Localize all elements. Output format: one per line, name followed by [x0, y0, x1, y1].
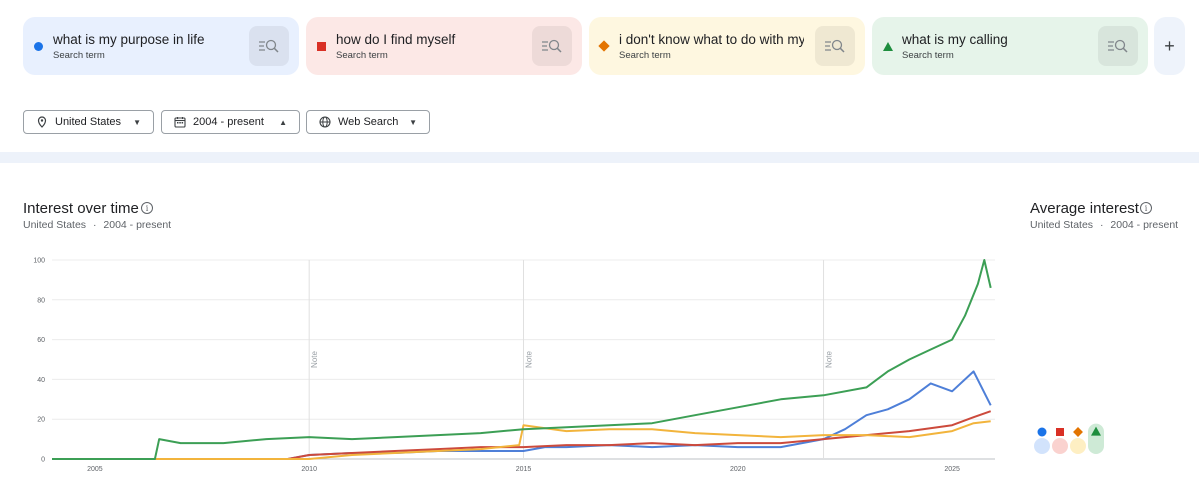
explore-search-icon[interactable]	[249, 26, 289, 66]
series-marker-diamond-icon	[598, 40, 610, 52]
search-term-text[interactable]: what is my calling	[902, 32, 1008, 47]
note-label: Note	[525, 351, 534, 368]
explore-search-icon[interactable]	[1098, 26, 1138, 66]
info-icon[interactable]: i	[141, 202, 153, 214]
search-term-type: Search term	[902, 50, 954, 61]
y-tick-label: 100	[33, 258, 45, 265]
chevron-down-icon: ▼	[409, 117, 417, 127]
search-terms-bar: what is my purpose in life Search term h…	[23, 17, 1185, 75]
average-marker-circle-icon	[1037, 427, 1047, 437]
search-property-filter-label: Web Search	[338, 116, 399, 128]
time-range-filter-label: 2004 - present	[193, 116, 264, 128]
region-filter-dropdown[interactable]: United States ▼	[23, 110, 154, 134]
average-marker-diamond-icon	[1073, 427, 1083, 437]
x-tick-label: 2020	[730, 466, 746, 473]
series-marker-circle-icon	[34, 42, 43, 51]
average-bar	[1070, 438, 1086, 454]
chevron-up-icon: ▲	[279, 117, 287, 127]
series-marker-square-icon	[317, 42, 326, 51]
subtitle-time: 2004 - present	[103, 219, 172, 231]
location-pin-icon	[36, 116, 48, 128]
search-term-type: Search term	[53, 50, 105, 61]
interest-over-time-chart[interactable]: 100 80 60 40 20 0 Note Note Note 2005 2010 2015 2020…	[0, 245, 1010, 485]
subtitle-time: 2004 - present	[1110, 219, 1179, 231]
average-bar	[1034, 438, 1050, 454]
y-tick-label: 60	[37, 337, 45, 344]
average-interest-chart	[1034, 423, 1104, 454]
search-property-filter-dropdown[interactable]: Web Search ▼	[306, 110, 430, 134]
explore-search-icon[interactable]	[815, 26, 855, 66]
subtitle-separator: ·	[1099, 219, 1104, 231]
info-icon[interactable]: i	[1140, 202, 1152, 214]
note-label: Note	[310, 351, 319, 368]
series-line-4	[52, 259, 992, 460]
average-interest-title: Average interest	[1030, 200, 1139, 217]
x-tick-label: 2025	[944, 466, 960, 473]
search-term-card-4[interactable]: what is my calling Search term	[872, 17, 1148, 75]
x-tick-label: 2015	[516, 466, 532, 473]
search-term-text[interactable]: i don't know what to do with my life	[619, 32, 804, 47]
time-range-filter-dropdown[interactable]: 2004 - present ▲	[161, 110, 300, 134]
average-marker-triangle-icon	[1091, 426, 1101, 436]
subtitle-separator: ·	[92, 219, 97, 231]
series-line-2	[52, 410, 992, 460]
y-tick-label: 20	[37, 417, 45, 424]
search-term-text[interactable]: how do I find myself	[336, 32, 456, 47]
x-tick-label: 2010	[301, 466, 317, 473]
y-tick-label: 80	[37, 297, 45, 304]
interest-over-time-subtitle: United States · 2004 - present	[23, 219, 171, 231]
y-tick-label: 0	[41, 457, 45, 464]
y-tick-label: 40	[37, 377, 45, 384]
search-term-card-1[interactable]: what is my purpose in life Search term	[23, 17, 299, 75]
average-bar	[1088, 423, 1104, 454]
average-interest-subtitle: United States · 2004 - present	[1030, 219, 1178, 231]
explore-search-icon[interactable]	[532, 26, 572, 66]
search-term-card-3[interactable]: i don't know what to do with my life Sea…	[589, 17, 865, 75]
note-label: Note	[825, 351, 834, 368]
search-term-card-2[interactable]: how do I find myself Search term	[306, 17, 582, 75]
search-term-type: Search term	[336, 50, 388, 61]
subtitle-region: United States	[1030, 219, 1094, 231]
globe-icon	[319, 116, 331, 128]
x-tick-label: 2005	[87, 466, 103, 473]
series-marker-triangle-icon	[883, 42, 893, 51]
interest-over-time-title: Interest over time	[23, 200, 139, 217]
chevron-down-icon: ▼	[133, 117, 141, 127]
search-term-type: Search term	[619, 50, 671, 61]
average-marker-square-icon	[1056, 428, 1064, 436]
series-line-1	[52, 370, 992, 460]
average-bar	[1052, 438, 1068, 454]
section-divider	[0, 152, 1199, 163]
subtitle-region: United States	[23, 219, 87, 231]
search-term-text[interactable]: what is my purpose in life	[53, 32, 205, 47]
series-line-3	[52, 420, 991, 460]
add-comparison-button[interactable]: +	[1154, 17, 1185, 75]
calendar-icon	[174, 116, 186, 128]
region-filter-label: United States	[55, 116, 122, 128]
